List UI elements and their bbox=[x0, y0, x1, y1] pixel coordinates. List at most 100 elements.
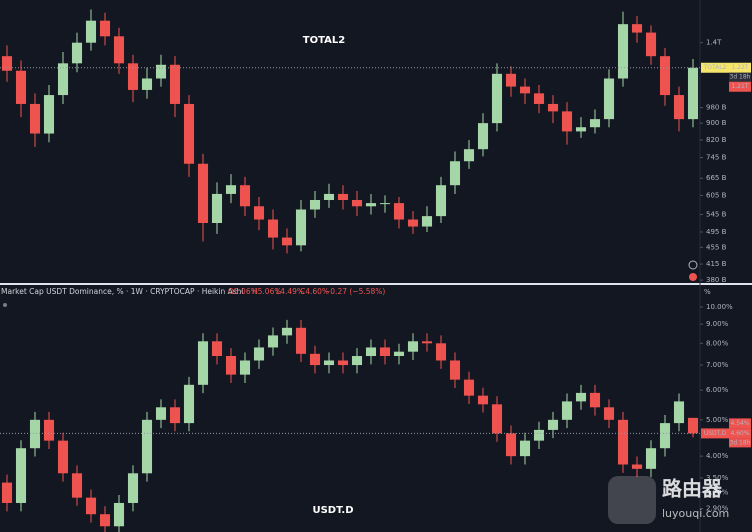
candle-body bbox=[449, 161, 461, 186]
candle-body bbox=[29, 419, 41, 449]
candle-body bbox=[1, 56, 13, 71]
watermark-site: luyouqi.com bbox=[662, 507, 729, 520]
y-tick-label: 3.20% bbox=[706, 488, 729, 496]
candle-body bbox=[645, 448, 657, 469]
alert-icon[interactable] bbox=[688, 260, 698, 270]
candle-body bbox=[379, 203, 391, 205]
close-tag: 4.54% bbox=[730, 420, 749, 427]
candle-body bbox=[561, 111, 573, 132]
candle-body bbox=[435, 343, 447, 361]
watermark-name: 路由器 bbox=[662, 477, 723, 501]
candle-body bbox=[197, 341, 209, 385]
candle-body bbox=[617, 24, 629, 79]
y-tick-label: 665 B bbox=[706, 174, 727, 182]
last-price-label: 1.22T bbox=[731, 64, 748, 71]
candle-body bbox=[533, 93, 545, 104]
candle-body bbox=[519, 86, 531, 94]
symbol-tag: TOTAL2 bbox=[703, 64, 727, 71]
candle-body bbox=[113, 502, 125, 527]
ohlc-value: −0.27 (−5.58%) bbox=[324, 287, 385, 296]
y-tick-label: 8.00% bbox=[706, 339, 729, 347]
axis-unit: % bbox=[704, 288, 711, 296]
watermark-logo bbox=[608, 476, 656, 524]
y-tick-label: 545 B bbox=[706, 210, 727, 218]
candle-body bbox=[253, 347, 265, 361]
candle-body bbox=[127, 473, 139, 503]
candle-body bbox=[463, 379, 475, 396]
candle-body bbox=[239, 360, 251, 375]
y-tick-label: 1.4T bbox=[706, 39, 722, 47]
flag-icon[interactable] bbox=[689, 273, 697, 281]
symbol-tag: USDT.D bbox=[704, 430, 727, 437]
y-tick-label: 4.00% bbox=[706, 452, 729, 460]
candle-body bbox=[421, 216, 433, 227]
candle-body bbox=[225, 185, 237, 194]
close-tag-box bbox=[729, 418, 751, 429]
candle-body bbox=[197, 163, 209, 223]
candle-body bbox=[57, 63, 69, 96]
candle-body bbox=[29, 103, 41, 134]
candle-body bbox=[43, 95, 55, 134]
y-tick-label: 980 B bbox=[706, 104, 727, 112]
candle-body bbox=[351, 356, 363, 366]
candle-body bbox=[393, 203, 405, 220]
candle-body bbox=[337, 193, 349, 201]
candle-body bbox=[57, 440, 69, 474]
candle-body bbox=[449, 360, 461, 380]
candle-body bbox=[589, 119, 601, 128]
candle-body bbox=[365, 203, 377, 207]
candle-body bbox=[673, 401, 685, 424]
candle-body bbox=[141, 78, 153, 90]
indicator-dot bbox=[3, 303, 7, 307]
candle-body bbox=[421, 341, 433, 344]
y-tick-label: 605 B bbox=[706, 191, 727, 199]
candle-body bbox=[15, 70, 27, 104]
candle-body bbox=[323, 193, 335, 201]
candle-body bbox=[631, 24, 643, 33]
candle-body bbox=[505, 433, 517, 457]
ohlc-value: L4.49% bbox=[276, 287, 304, 296]
candle-body bbox=[281, 327, 293, 336]
candle-body bbox=[211, 341, 223, 357]
symbol-tag-box bbox=[701, 428, 729, 439]
ohlc-value: H5.06% bbox=[252, 287, 281, 296]
candle-body bbox=[603, 407, 615, 420]
y-tick-label: 3.50% bbox=[706, 474, 729, 482]
candle-body bbox=[589, 392, 601, 408]
candle-body bbox=[127, 63, 139, 90]
countdown: 3d 18h bbox=[730, 439, 751, 446]
candle-body bbox=[519, 440, 531, 457]
candle-body bbox=[323, 360, 335, 366]
candle-body bbox=[267, 219, 279, 238]
candle-body bbox=[85, 20, 97, 43]
candle-body bbox=[575, 127, 587, 132]
candle-body bbox=[645, 32, 657, 57]
candle-body bbox=[505, 73, 517, 87]
candle-body bbox=[407, 341, 419, 352]
candle-body bbox=[295, 327, 307, 354]
candle-body bbox=[337, 360, 349, 366]
candle-body bbox=[295, 209, 307, 246]
y-tick-label: 380 B bbox=[706, 276, 727, 284]
candle-body bbox=[477, 123, 489, 150]
candle-body bbox=[631, 464, 643, 469]
candle-body bbox=[491, 404, 503, 434]
candle-body bbox=[603, 78, 615, 120]
last-price-label: 4.60% bbox=[730, 430, 749, 437]
close-tag-box bbox=[729, 81, 751, 92]
candle-body bbox=[239, 185, 251, 207]
candle-body bbox=[225, 356, 237, 375]
countdown: 3d 18h bbox=[730, 74, 751, 81]
y-tick-label: 495 B bbox=[706, 228, 727, 236]
candle-body bbox=[1, 482, 13, 503]
y-tick-label: 9.00% bbox=[706, 320, 729, 328]
y-tick-label: 5.00% bbox=[706, 416, 729, 424]
candle-body bbox=[351, 200, 363, 207]
pane-title: TOTAL2 bbox=[303, 35, 345, 46]
candle-body bbox=[155, 407, 167, 420]
ohlc-value: O5.06% bbox=[228, 287, 258, 296]
candle-body bbox=[673, 95, 685, 120]
candle-body bbox=[281, 237, 293, 246]
